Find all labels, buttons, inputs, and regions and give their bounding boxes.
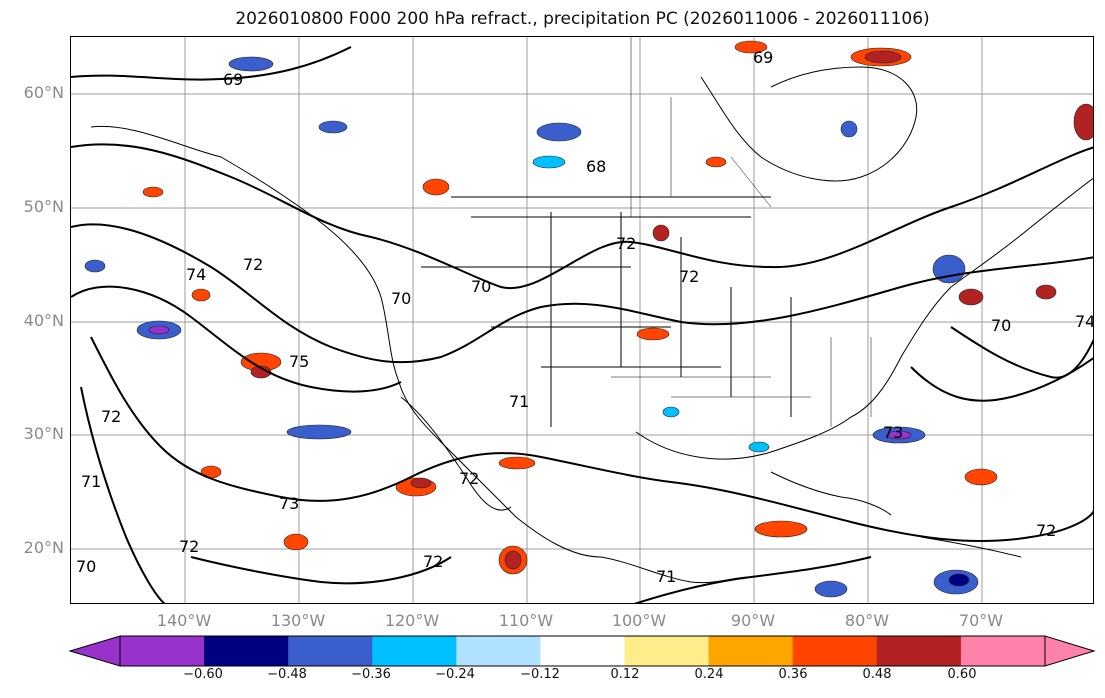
colorbar-bin — [624, 636, 710, 666]
lat-label-60n: 60°N — [23, 83, 64, 102]
map-panel: 69 69 68 72 74 72 70 70 75 72 71 73 72 7… — [70, 36, 1094, 604]
contour-label: 70 — [471, 277, 492, 296]
colorbar-frame — [119, 635, 1046, 667]
contour-label: 68 — [586, 157, 607, 176]
contour-label: 74 — [1075, 312, 1094, 331]
contour-label: 72 — [679, 267, 700, 286]
lon-label-110w: 110°W — [498, 611, 554, 630]
contour-label: 70 — [391, 289, 412, 308]
colorbar-bin — [876, 636, 962, 666]
lon-label-140w: 140°W — [156, 611, 212, 630]
lon-label-130w: 130°W — [270, 611, 326, 630]
map-canvas — [71, 37, 1093, 603]
colorbar-tick: 0.36 — [778, 667, 808, 682]
colorbar-tick: −0.24 — [435, 667, 475, 682]
colorbar-extend-high — [1044, 635, 1096, 667]
colorbar-bin — [456, 636, 541, 666]
contour-label: 71 — [509, 392, 530, 411]
contour-label: 75 — [289, 352, 310, 371]
lon-label-90w: 90°W — [730, 611, 776, 630]
contour-label: 73 — [279, 494, 300, 513]
contour-label: 71 — [656, 567, 677, 586]
lat-label-30n: 30°N — [23, 424, 64, 443]
contour-label: 72 — [101, 407, 122, 426]
contour-label: 74 — [186, 265, 207, 284]
colorbar-tick: −0.48 — [267, 667, 307, 682]
contour-label: 70 — [991, 316, 1012, 335]
colorbar-bin — [960, 636, 1046, 666]
colorbar-bin — [288, 636, 373, 666]
lon-label-80w: 80°W — [844, 611, 890, 630]
contour-label: 72 — [243, 255, 264, 274]
colorbar-extend-low — [68, 635, 121, 667]
contour-label: 69 — [753, 48, 774, 67]
colorbar-bin — [540, 636, 626, 666]
colorbar-bin — [372, 636, 457, 666]
refractivity-contours — [71, 46, 1093, 603]
colorbar-tick: 0.24 — [694, 667, 724, 682]
coastlines — [90, 66, 1093, 584]
graticule — [71, 37, 1093, 603]
colorbar-bin — [792, 636, 878, 666]
contour-label: 70 — [76, 557, 97, 576]
lon-label-120w: 120°W — [384, 611, 440, 630]
colorbar-tick: 0.12 — [610, 667, 640, 682]
colorbar-bin — [204, 636, 289, 666]
contour-label: 72 — [1036, 521, 1057, 540]
contour-label: 69 — [223, 70, 244, 89]
lon-label-100w: 100°W — [611, 611, 667, 630]
boundaries — [611, 37, 872, 427]
colorbar-tick: −0.36 — [351, 667, 391, 682]
precip-patches — [84, 40, 1093, 598]
colorbar-bin — [120, 636, 205, 666]
lat-label-50n: 50°N — [23, 197, 64, 216]
colorbar-tick: −0.12 — [520, 667, 560, 682]
colorbar-tick: 0.60 — [947, 667, 977, 682]
map-title: 2026010800 F000 200 hPa refract., precip… — [235, 9, 930, 29]
lon-label-70w: 70°W — [958, 611, 1004, 630]
colorbar-tick: 0.48 — [862, 667, 892, 682]
contour-label: 72 — [423, 552, 444, 571]
contour-label: 72 — [616, 234, 637, 253]
contour-label: 71 — [81, 472, 102, 491]
contour-label: 72 — [179, 537, 200, 556]
colorbar-tick: −0.60 — [183, 667, 223, 682]
lat-label-20n: 20°N — [23, 538, 64, 557]
colorbar-bins — [120, 636, 1046, 666]
colorbar-bin — [708, 636, 794, 666]
contour-label: 72 — [459, 469, 480, 488]
lat-label-40n: 40°N — [23, 311, 64, 330]
contour-label: 73 — [883, 423, 904, 442]
